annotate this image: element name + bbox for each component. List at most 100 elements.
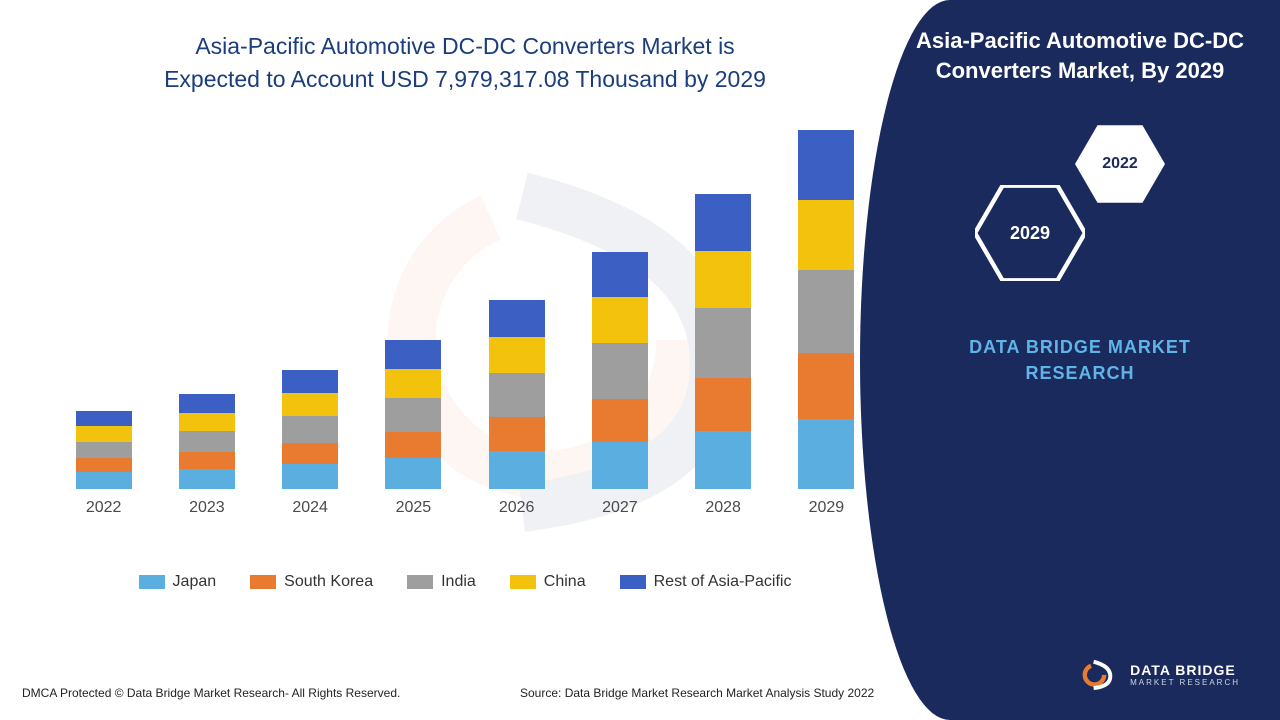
bar-stack [489,300,545,488]
bar-column: 2027 [586,252,653,517]
bar-segment [385,432,441,458]
legend-swatch [407,575,433,589]
bar-stack [592,252,648,489]
bar-stack [179,394,235,488]
bar-column: 2022 [70,411,137,516]
side-logo-text: DATA BRIDGE [1130,662,1240,678]
bar-stack [385,340,441,489]
chart-legend: Japan South Korea India China Rest of Asia-P… [40,573,890,591]
legend-item: China [510,573,586,591]
side-logo: DATA BRIDGE MARKET RESEARCH [1076,652,1240,696]
bar-segment [179,394,235,412]
bar-segment [489,300,545,336]
bar-stack [695,194,751,489]
bar-segment [179,431,235,452]
bar-segment [695,308,751,378]
bar-segment [592,343,648,399]
x-axis-label: 2022 [86,499,122,517]
side-panel: Asia-Pacific Automotive DC-DC Converters… [860,0,1280,720]
legend-swatch [620,575,646,589]
bar-segment [489,417,545,450]
logo-mark-icon [1076,652,1120,696]
bar-segment [798,419,854,489]
chart-plot: 2022 2023 2024 2025 2026 2027 2028 2029 [60,137,870,517]
bar-segment [592,399,648,442]
x-axis-label: 2029 [809,499,845,517]
bar-segment [385,398,441,433]
side-title: Asia-Pacific Automotive DC-DC Converters… [910,26,1250,85]
x-axis-label: 2023 [189,499,225,517]
bar-segment [179,452,235,469]
hex-2029-label: 2029 [1010,223,1050,244]
bar-segment [76,442,132,459]
legend-label: Japan [173,573,217,591]
hex-2022: 2022 [1075,125,1165,203]
legend-item: South Korea [250,573,373,591]
chart: 2022 2023 2024 2025 2026 2027 2028 2029 [40,137,870,557]
legend-item: Rest of Asia-Pacific [620,573,792,591]
bar-segment [179,469,235,489]
bar-stack [798,130,854,489]
bar-column: 2026 [483,300,550,516]
legend-swatch [139,575,165,589]
bar-column: 2024 [277,370,344,517]
bar-segment [592,442,648,489]
bar-stack [282,370,338,489]
main-area: Asia-Pacific Automotive DC-DC Converters… [0,0,900,720]
bar-segment [179,413,235,431]
bar-column: 2025 [380,340,447,517]
bar-column: 2023 [173,394,240,516]
x-axis-label: 2026 [499,499,535,517]
legend-label: South Korea [284,573,373,591]
bar-segment [385,369,441,398]
bar-segment [489,337,545,373]
hex-2029: 2029 [975,185,1085,281]
bar-stack [76,411,132,488]
bar-segment [76,426,132,441]
x-axis-label: 2028 [705,499,741,517]
side-logo-sub: MARKET RESEARCH [1130,678,1240,687]
bar-segment [695,194,751,251]
x-axis-label: 2027 [602,499,638,517]
bar-segment [798,353,854,418]
legend-item: Japan [139,573,217,591]
legend-label: India [441,573,476,591]
bar-segment [489,451,545,489]
bar-column: 2029 [793,130,860,517]
bar-segment [282,416,338,443]
bar-segment [282,443,338,464]
side-brand-line1: DATA BRIDGE MARKET [910,335,1250,360]
side-brand-line2: RESEARCH [910,361,1250,386]
bar-segment [385,340,441,369]
bar-column: 2028 [690,194,757,517]
legend-swatch [510,575,536,589]
bar-segment [695,378,751,431]
legend-label: China [544,573,586,591]
bar-segment [798,130,854,200]
bar-segment [76,458,132,472]
bar-segment [76,411,132,426]
bar-segment [592,297,648,343]
bar-segment [489,373,545,417]
legend-swatch [250,575,276,589]
legend-label: Rest of Asia-Pacific [654,573,792,591]
x-axis-label: 2025 [396,499,432,517]
bar-segment [695,431,751,489]
x-axis-label: 2024 [292,499,328,517]
legend-item: India [407,573,476,591]
hex-2022-label: 2022 [1102,155,1138,173]
bar-segment [695,251,751,308]
bar-segment [385,458,441,488]
bar-segment [76,472,132,489]
bar-segment [798,270,854,354]
bar-segment [798,200,854,270]
footer-copyright: DMCA Protected © Data Bridge Market Rese… [22,686,400,700]
bar-segment [282,370,338,393]
footer-source: Source: Data Bridge Market Research Mark… [520,686,874,700]
bar-segment [282,393,338,416]
bar-segment [592,252,648,298]
hex-badges: 2022 2029 [910,125,1250,305]
chart-title: Asia-Pacific Automotive DC-DC Converters… [145,30,785,97]
bar-segment [282,464,338,488]
side-brand: DATA BRIDGE MARKET RESEARCH [910,335,1250,385]
